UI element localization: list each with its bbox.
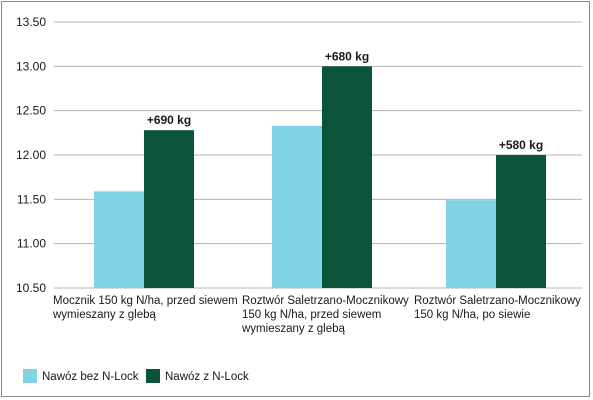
legend-label: Nawóz bez N-Lock: [42, 371, 139, 383]
category-label: Mocznik 150 kg N/ha, przed siewem: [53, 295, 238, 307]
category-label: wymieszany z glebą: [241, 323, 346, 335]
bar-with-nlock: [496, 155, 546, 288]
y-tick-label: 11.00: [17, 237, 46, 251]
y-tick-label: 11.50: [17, 192, 46, 206]
bar-without-nlock: [272, 125, 322, 289]
data-label: +690 kg: [147, 113, 191, 127]
legend-swatch: [23, 369, 37, 383]
y-tick-label: 13.50: [16, 15, 46, 29]
category-label: 150 kg N/ha, po siewie: [414, 309, 530, 321]
bar-with-nlock: [144, 130, 194, 288]
bar-without-nlock: [446, 200, 496, 288]
y-tick-label: 12.00: [16, 148, 46, 162]
y-tick-label: 10.50: [16, 281, 46, 295]
category-label: wymieszany z glebą: [52, 309, 157, 321]
category-label: Roztwór Saletrzano-Mocznikowy: [414, 295, 581, 307]
bar-without-nlock: [94, 191, 144, 288]
legend-swatch: [146, 369, 160, 383]
y-tick-label: 13.00: [16, 59, 46, 73]
y-tick-label: 12.50: [16, 104, 46, 118]
category-label: 150 kg N/ha, przed siewem: [242, 309, 381, 321]
bar-with-nlock: [322, 66, 372, 288]
data-label: +580 kg: [499, 138, 543, 152]
category-label: Roztwór Saletrzano-Mocznikowy: [242, 295, 409, 307]
data-label: +680 kg: [325, 49, 369, 63]
legend-label: Nawóz z N-Lock: [165, 371, 249, 383]
